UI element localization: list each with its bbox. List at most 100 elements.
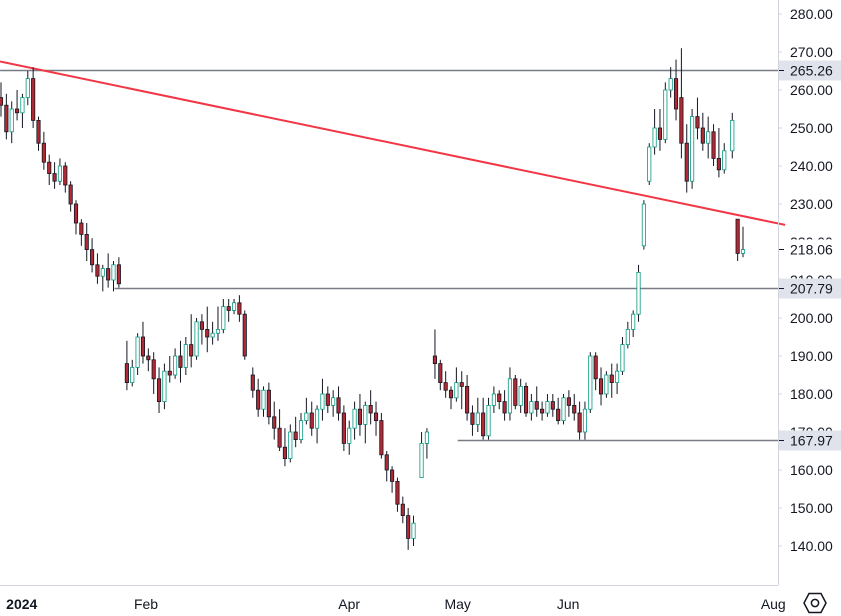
candle	[298, 413, 304, 444]
y-tick-label: 240.00	[790, 158, 833, 174]
candle	[282, 428, 288, 467]
level-price-label: 167.97	[790, 433, 833, 449]
candle-body-up	[347, 427, 352, 444]
candle	[730, 112, 735, 159]
candle-body-down	[470, 412, 475, 425]
candle	[625, 321, 630, 349]
candle	[100, 264, 105, 292]
candle-body-down	[79, 222, 84, 235]
candle	[577, 401, 582, 440]
candle	[199, 314, 204, 345]
candle-body-down	[523, 385, 529, 414]
candlestick-series	[0, 48, 746, 550]
candle-body-down	[711, 131, 716, 159]
candle	[424, 428, 429, 459]
candle	[363, 401, 368, 444]
candle	[347, 420, 352, 455]
y-tick-label: 180.00	[790, 386, 833, 402]
candle-body-down	[395, 480, 400, 505]
candle-body-down	[140, 336, 146, 357]
candle	[390, 466, 395, 493]
candle-body-down	[368, 404, 373, 414]
candle-body-up	[210, 332, 215, 338]
chart-settings-icon[interactable]	[803, 592, 827, 614]
candle	[582, 401, 588, 440]
candle-body-down	[167, 370, 172, 376]
candle-body-up	[454, 382, 459, 399]
candle-body-down	[556, 408, 561, 422]
candle-body-down	[540, 408, 545, 414]
candle	[368, 390, 373, 425]
candle	[609, 363, 614, 398]
candle	[135, 333, 140, 375]
candle-body-up	[545, 401, 550, 414]
x-tick-label: Feb	[134, 596, 158, 612]
candle-body-up	[486, 404, 491, 437]
candle	[183, 337, 188, 375]
candle-body-up	[561, 397, 566, 421]
candle-body-down	[572, 404, 577, 414]
candle-body-up	[641, 203, 646, 247]
candle	[189, 314, 194, 368]
candle	[647, 143, 652, 185]
candle-body-down	[90, 249, 95, 266]
candle	[550, 394, 555, 417]
candle	[130, 359, 135, 387]
candle-body-up	[706, 131, 711, 144]
candle	[111, 261, 116, 292]
candle-body-up	[320, 393, 325, 410]
candle	[304, 397, 309, 425]
candle	[443, 371, 448, 398]
candle-body-up	[529, 401, 534, 414]
y-tick-label: 270.00	[790, 44, 833, 60]
candle-body-down	[52, 173, 57, 182]
candle-body-down	[673, 78, 679, 110]
candle-body-up	[25, 78, 30, 98]
candle-body-up	[507, 378, 513, 414]
level-price-label: 207.79	[790, 281, 833, 297]
candle-body-down	[84, 233, 89, 250]
candle	[379, 413, 384, 459]
candle	[57, 158, 62, 185]
candle-body-up	[518, 385, 523, 406]
candle	[448, 386, 454, 410]
candle-body-up	[604, 374, 609, 395]
candle	[502, 390, 507, 421]
candle	[309, 401, 314, 436]
candle	[534, 386, 539, 417]
candle	[598, 367, 604, 406]
candle	[0, 82, 4, 117]
candle	[194, 318, 199, 360]
candle	[341, 405, 346, 451]
y-tick-label: 280.00	[790, 6, 833, 22]
candle	[266, 382, 271, 425]
candle-body-up	[130, 366, 135, 383]
price-tags: 265.26 207.79 167.97 218.06	[779, 60, 841, 451]
horizontal-levels	[0, 69, 778, 442]
candle-body-down	[438, 363, 443, 384]
candle-body-up	[162, 370, 167, 403]
candle	[36, 116, 41, 151]
candle-body-up	[298, 420, 304, 441]
candle-body-down	[684, 142, 689, 182]
candle-body-down	[293, 431, 298, 440]
candle-body-up	[9, 108, 14, 133]
descending-trendline[interactable]	[0, 60, 786, 226]
trendline-layer	[0, 60, 786, 226]
candle	[261, 386, 266, 417]
candle-body-up	[221, 306, 226, 330]
candle-body-up	[20, 97, 25, 114]
candle-body-down	[242, 313, 247, 357]
candle-body-down	[566, 397, 571, 406]
candle-body-down	[432, 355, 438, 364]
candle	[679, 48, 684, 159]
candle-body-up	[475, 412, 480, 425]
candle-body-down	[695, 116, 700, 129]
candle	[438, 359, 443, 391]
candle-body-up	[231, 302, 237, 311]
candle-body-down	[47, 161, 52, 174]
candle-body-down	[379, 420, 384, 456]
candle-body-down	[41, 142, 46, 163]
